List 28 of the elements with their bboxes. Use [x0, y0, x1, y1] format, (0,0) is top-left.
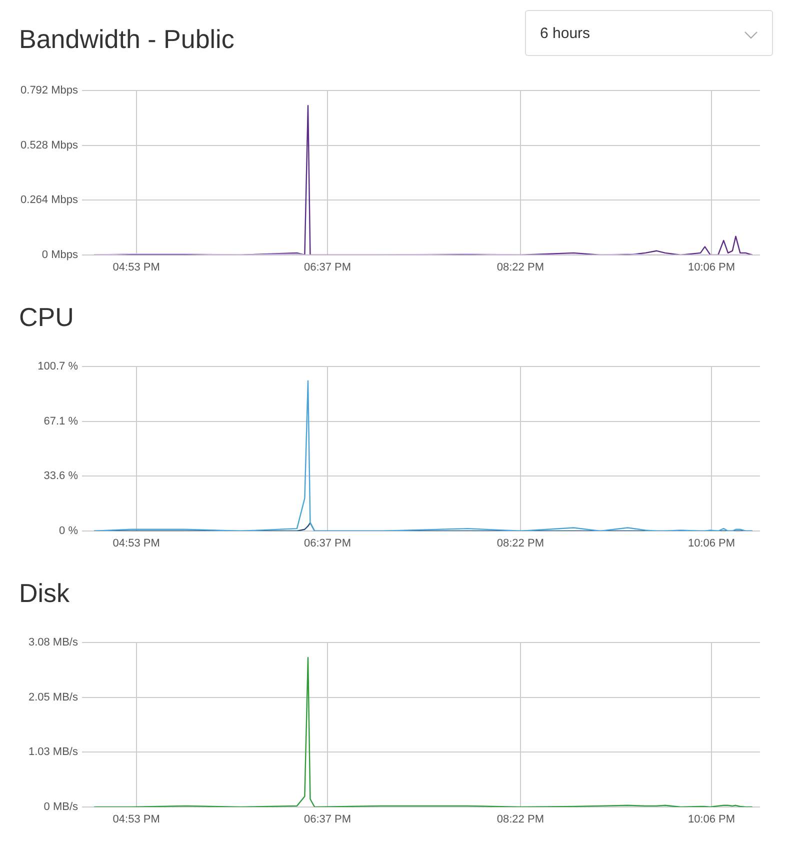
x-tick-label: 06:37 PM — [304, 538, 352, 550]
y-tick-label: 67.1 % — [44, 415, 78, 428]
x-tick-label: 04:53 PM — [112, 538, 160, 550]
y-tick-label: 0.528 Mbps — [20, 139, 78, 152]
x-tick-label: 08:22 PM — [496, 814, 544, 826]
x-tick-label: 10:06 PM — [688, 814, 736, 826]
y-tick-label: 2.05 MB/s — [28, 692, 78, 704]
text: 6 hours — [540, 25, 590, 42]
x-tick-label: 10:06 PM — [688, 262, 736, 274]
x-tick-label: 06:37 PM — [304, 262, 352, 274]
x-tick-label: 04:53 PM — [112, 814, 160, 826]
y-tick-label: 0.792 Mbps — [20, 84, 78, 97]
y-tick-label: 0 % — [59, 525, 78, 538]
y-tick-label: 0.264 Mbps — [20, 194, 78, 206]
x-tick-label: 08:22 PM — [496, 538, 544, 550]
chart-title: Bandwidth - Public — [19, 24, 234, 55]
x-tick-label: 06:37 PM — [304, 814, 352, 826]
chart-title: CPU — [19, 302, 74, 333]
x-tick-label: 08:22 PM — [496, 262, 544, 274]
chart-title: Disk — [19, 578, 70, 609]
y-tick-label: 0 MB/s — [44, 801, 78, 814]
x-tick-label: 10:06 PM — [688, 538, 736, 550]
y-tick-label: 1.03 MB/s — [28, 746, 78, 758]
x-tick-label: 04:53 PM — [112, 262, 160, 274]
y-tick-label: 3.08 MB/s — [28, 636, 78, 649]
y-tick-label: 33.6 % — [44, 470, 78, 482]
y-tick-label: 100.7 % — [38, 360, 78, 373]
y-tick-label: 0 Mbps — [42, 249, 78, 262]
